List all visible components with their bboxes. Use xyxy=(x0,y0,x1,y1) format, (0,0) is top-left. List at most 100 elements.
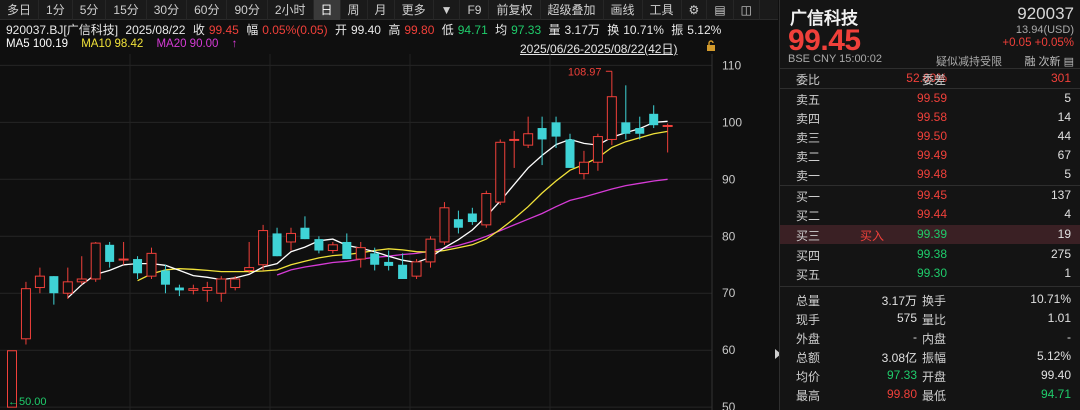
vol-label: 量 xyxy=(548,23,561,37)
settings-icon[interactable]: ⚙ xyxy=(682,0,708,20)
bid-row-highlighted[interactable]: 买三 买入 99.39 19 xyxy=(780,225,1080,244)
stat-value: 1.01 xyxy=(1047,311,1071,325)
tools-button[interactable]: 工具 xyxy=(643,0,682,20)
quote-date: 2025/08/22 xyxy=(125,23,186,37)
stat-row: 总额 3.08亿 振幅 5.12% xyxy=(780,347,1080,366)
candle-body-down xyxy=(174,287,184,291)
candle-body-down xyxy=(398,264,408,279)
bid-price: 99.44 xyxy=(916,207,947,221)
order-ratio-row: 委比 52.60% 委差 301 xyxy=(780,69,1080,88)
order-diff-label: 委差 xyxy=(922,73,947,87)
order-ratio-value: 52.60% xyxy=(906,71,947,85)
zhen-label: 振 xyxy=(671,23,684,37)
ask-volume: 44 xyxy=(1057,129,1071,143)
tab-60min[interactable]: 60分 xyxy=(187,0,228,20)
candle-body-up xyxy=(592,136,603,163)
stat-value: - xyxy=(1067,330,1071,344)
tab-30min[interactable]: 30分 xyxy=(147,0,188,20)
ask-price: 99.49 xyxy=(916,148,947,162)
stat-key: 换手 xyxy=(922,294,947,308)
lock-icon[interactable]: ▤ xyxy=(707,0,734,20)
bid-row[interactable]: 买一 99.45 137 xyxy=(780,186,1080,205)
tab-90min[interactable]: 90分 xyxy=(227,0,268,20)
ask-row[interactable]: 卖五 99.59 5 xyxy=(780,89,1080,108)
open-label: 开 xyxy=(334,23,347,37)
tab-5min[interactable]: 5分 xyxy=(73,0,107,20)
low-label: 低 xyxy=(441,23,454,37)
candle-body-up xyxy=(202,287,213,291)
bid-row[interactable]: 买五 99.30 1 xyxy=(780,264,1080,283)
collapse-panel-icon[interactable] xyxy=(774,348,782,360)
ma5-line xyxy=(67,120,668,299)
ask-row[interactable]: 卖四 99.58 14 xyxy=(780,108,1080,127)
stat-key: 量比 xyxy=(922,313,947,327)
stat-key: 总量 xyxy=(796,294,821,308)
stat-value: 575 xyxy=(896,311,917,325)
stat-value: 5.12% xyxy=(1036,349,1071,363)
bid-price: 99.38 xyxy=(916,247,947,261)
candle-body-down xyxy=(453,219,463,228)
stock-flags[interactable]: 融 次新 ▤ xyxy=(1024,56,1074,68)
ask-volume: 5 xyxy=(1064,91,1071,105)
stat-row: 外盘 - 内盘 - xyxy=(780,328,1080,347)
ask-price: 99.50 xyxy=(916,129,947,143)
candle-body-up xyxy=(355,247,366,260)
bid-volume: 19 xyxy=(1057,227,1071,241)
y-tick-label: 100 xyxy=(722,115,742,129)
split-view-icon[interactable]: ◫ xyxy=(734,0,760,20)
kline-chart[interactable]: 110 100 90 80 70 60 50 108.97 ←50.00 xyxy=(0,54,778,410)
close-label: 收 xyxy=(192,23,205,37)
quote-panel: 广信科技 920037 99.45 13.94(USD) +0.05 +0.05… xyxy=(779,0,1080,410)
tab-week[interactable]: 周 xyxy=(341,0,368,20)
draw-line-button[interactable]: 画线 xyxy=(604,0,643,20)
adjust-button[interactable]: 前复权 xyxy=(489,0,541,20)
tab-1min[interactable]: 1分 xyxy=(39,0,73,20)
date-range[interactable]: 2025/06/26-2025/08/22(42日) xyxy=(520,42,678,56)
stat-key: 最高 xyxy=(796,389,821,403)
stat-row: 现手 575 量比 1.01 xyxy=(780,309,1080,328)
ma-legend: MA5 100.19 MA10 98.42 MA20 90.00 ↑ xyxy=(6,38,247,54)
bid-row[interactable]: 买四 99.38 275 xyxy=(780,245,1080,264)
ma20-legend: MA20 90.00 xyxy=(156,38,219,50)
candle-body-down xyxy=(384,261,394,266)
ask-row[interactable]: 卖一 99.48 5 xyxy=(780,165,1080,184)
divider xyxy=(780,88,1080,89)
ma-arrow-icon[interactable]: ↑ xyxy=(231,38,238,50)
tab-month[interactable]: 月 xyxy=(368,0,395,20)
ask-row[interactable]: 卖三 99.50 44 xyxy=(780,127,1080,146)
bid-label: 买五 xyxy=(796,268,821,282)
stat-key: 振幅 xyxy=(922,351,947,365)
bid-price: 99.30 xyxy=(916,266,947,280)
y-tick-label: 80 xyxy=(722,229,736,243)
candle-body-down xyxy=(467,213,477,223)
tab-15min[interactable]: 15分 xyxy=(106,0,147,20)
candle-body-down xyxy=(635,128,645,134)
min-annotation: ←50.00 xyxy=(8,396,47,408)
tab-day[interactable]: 日 xyxy=(313,0,341,20)
y-tick-label: 110 xyxy=(722,58,741,72)
avg-value: 97.33 xyxy=(511,23,542,37)
candle-body-up xyxy=(216,278,227,294)
overlay-button[interactable]: 超级叠加 xyxy=(541,0,604,20)
ask-row[interactable]: 卖二 99.49 67 xyxy=(780,146,1080,165)
stat-key: 最低 xyxy=(922,389,947,403)
stat-value: 99.40 xyxy=(1040,368,1071,382)
stat-value: 3.08亿 xyxy=(881,351,917,365)
tab-multi-day[interactable]: 多日 xyxy=(0,0,40,20)
candle-body-up xyxy=(118,258,129,261)
candle-body-up xyxy=(606,96,617,140)
candle-body-up xyxy=(90,242,101,280)
stock-name: 广信科技 xyxy=(790,9,858,28)
restriction-note: 疑似减持受限 xyxy=(936,56,1002,68)
close-value: 99.45 xyxy=(208,23,239,37)
range-lock-icon[interactable] xyxy=(705,40,717,52)
candle-body-down xyxy=(342,241,352,260)
bid-volume: 275 xyxy=(1050,247,1071,261)
stat-row: 最高 99.80 最低 94.71 xyxy=(780,385,1080,404)
more-dropdown-icon[interactable]: ▼ xyxy=(434,0,461,20)
tab-more[interactable]: 更多 xyxy=(395,0,434,20)
bid-row[interactable]: 买二 99.44 4 xyxy=(780,205,1080,224)
tab-2hour[interactable]: 2小时 xyxy=(268,0,314,20)
f9-button[interactable]: F9 xyxy=(460,0,490,20)
candle-body-up xyxy=(244,267,255,271)
